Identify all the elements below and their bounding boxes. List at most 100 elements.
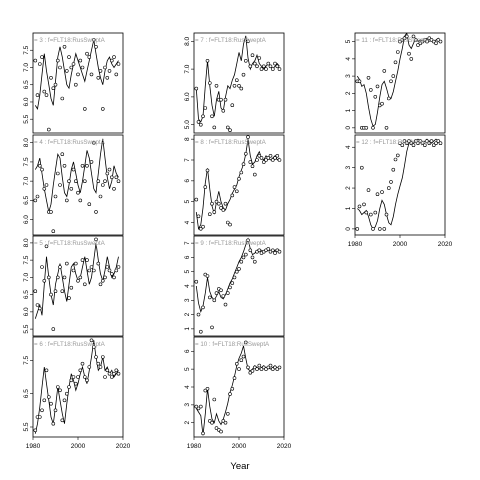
data-point <box>210 420 214 425</box>
data-point <box>255 158 259 162</box>
data-point <box>228 392 232 396</box>
data-point <box>60 418 65 423</box>
data-point <box>214 84 219 88</box>
data-point <box>78 368 83 373</box>
data-point <box>65 198 69 203</box>
data-point <box>114 175 119 180</box>
data-point <box>62 275 67 280</box>
data-point <box>237 267 241 271</box>
data-point <box>362 202 366 207</box>
data-point <box>62 398 67 403</box>
y-tick-label: 6 <box>184 349 191 353</box>
data-point <box>78 198 83 203</box>
panel-1: = 3 : f=FLT18:RusSweptA 5.5 6.0 6.5 7.0 7.5 <box>23 32 124 134</box>
data-point <box>101 355 105 359</box>
data-point <box>257 154 262 158</box>
y-tick-label: 8.0 <box>184 36 191 45</box>
data-point <box>201 224 205 229</box>
panel-4: = 6 : f=FLT18:RusSweptA 5.5 6.5 7.5 1980 2000… <box>23 336 131 450</box>
data-point <box>51 86 56 90</box>
data-point <box>112 55 116 59</box>
data-point <box>275 154 280 158</box>
data-point <box>101 183 105 187</box>
panel-6: = 8 : f=FLT18:RusSweptA 4 5 6 7 8 <box>184 134 285 236</box>
data-point <box>371 227 375 231</box>
y-tick-label: 6.5 <box>23 80 30 89</box>
data-point <box>244 252 248 257</box>
data-point <box>235 361 239 366</box>
data-point <box>212 397 217 402</box>
x-tick-label: 1980 <box>26 443 41 450</box>
panel-3: = 5 : f=FLT18:RusSweptA 5.5 6.0 6.5 7.0 7.5 8.… <box>23 235 124 337</box>
data-point <box>398 141 402 145</box>
data-point <box>273 61 277 66</box>
data-point <box>373 210 378 215</box>
data-point <box>250 164 255 168</box>
data-point <box>116 265 121 269</box>
data-point <box>67 385 71 389</box>
data-point <box>201 305 205 310</box>
data-point <box>409 57 414 61</box>
y-tick-label: 6.0 <box>23 215 30 224</box>
x-tick-label: 1980 <box>187 443 202 450</box>
data-point <box>418 139 423 143</box>
data-point <box>40 167 44 172</box>
data-point <box>69 378 74 383</box>
data-point <box>83 282 87 287</box>
data-point <box>259 367 264 371</box>
y-tick-label: 3 <box>184 298 191 302</box>
data-point <box>71 167 76 172</box>
data-point <box>261 64 266 69</box>
data-point <box>253 172 257 177</box>
y-tick-label: 0 <box>345 227 352 231</box>
data-point <box>37 306 42 311</box>
data-point <box>96 76 101 80</box>
data-point <box>205 168 210 173</box>
y-tick-label: 7 <box>184 241 191 245</box>
data-point <box>244 152 248 156</box>
data-point <box>273 365 277 370</box>
data-point <box>355 227 360 231</box>
data-point <box>266 61 271 66</box>
data-point <box>62 164 67 168</box>
data-point <box>226 411 230 416</box>
data-point <box>404 34 409 39</box>
y-tick-label: 0 <box>345 126 352 130</box>
panel-frame <box>354 32 446 134</box>
data-point <box>65 391 69 396</box>
data-point <box>212 210 217 214</box>
data-point <box>237 177 241 181</box>
data-point <box>250 369 255 373</box>
data-point <box>420 39 425 44</box>
data-point <box>67 179 71 183</box>
y-tick-label: 7.5 <box>23 355 30 364</box>
data-point <box>51 229 56 233</box>
x-tick-label: 2020 <box>438 241 453 248</box>
data-point <box>246 238 250 243</box>
data-point <box>248 64 253 69</box>
data-point <box>42 278 47 283</box>
data-point <box>98 69 103 73</box>
data-point <box>194 197 199 202</box>
data-point <box>196 120 201 124</box>
data-point <box>71 62 76 66</box>
data-point <box>389 79 393 84</box>
data-point <box>101 107 105 111</box>
data-point <box>244 340 248 345</box>
data-point <box>110 175 114 180</box>
data-point <box>60 289 65 294</box>
data-point <box>65 69 69 73</box>
data-point <box>58 388 62 393</box>
data-point <box>33 58 38 63</box>
data-point <box>257 363 262 368</box>
data-point <box>235 78 239 82</box>
panel-frame <box>32 134 124 236</box>
y-tick-label: 3 <box>345 74 352 78</box>
data-point <box>94 237 98 242</box>
panel-label: = 4 : f=FLT18:RusSweptA <box>34 139 106 146</box>
data-point <box>268 363 273 368</box>
data-point <box>55 275 60 280</box>
data-point <box>60 152 65 156</box>
x-tick-label: 1980 <box>348 241 363 248</box>
data-point <box>382 69 387 73</box>
